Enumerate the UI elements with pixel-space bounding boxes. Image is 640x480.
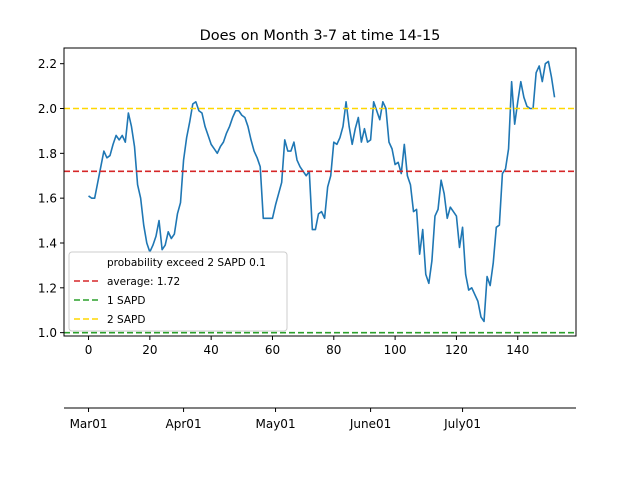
y-tick-label: 1.2 <box>38 281 57 295</box>
x-tick-label: 100 <box>384 343 407 357</box>
x-tick-label: 140 <box>506 343 529 357</box>
x-tick-label: 120 <box>445 343 468 357</box>
secondary-date-axis: Mar01 Apr01 May01 June01 July01 <box>64 407 576 431</box>
y-tick-label: 1.6 <box>38 192 57 206</box>
legend-label: average: 1.72 <box>107 276 180 288</box>
x-tick-label: 40 <box>204 343 219 357</box>
x-tick-label: 80 <box>326 343 341 357</box>
plot-frame <box>63 47 577 337</box>
date-tick-label: May01 <box>256 417 296 431</box>
chart-title: Does on Month 3-7 at time 14-15 <box>200 28 441 44</box>
date-tick-label: Mar01 <box>70 417 108 431</box>
y-tick-label: 1.4 <box>38 236 57 250</box>
legend: probability exceed 2 SAPD 0.1 average: 1.… <box>68 251 288 332</box>
legend-box <box>68 251 288 332</box>
plot-area <box>64 60 576 334</box>
legend-label: 2 SAPD <box>107 314 145 326</box>
date-tick-label: June01 <box>349 417 391 431</box>
legend-label: 1 SAPD <box>107 295 145 307</box>
date-tick-label: Apr01 <box>166 417 202 431</box>
date-tick-label: July01 <box>443 417 481 431</box>
y-tick-label: 2.0 <box>38 102 57 116</box>
y-tick-label: 1.0 <box>38 326 57 340</box>
axes: 0 20 40 60 80 100 120 140 1.0 1.2 1.4 1.6 1.8 2.0 2.2 <box>38 57 529 357</box>
y-tick-label: 1.8 <box>38 147 57 161</box>
x-tick-label: 60 <box>265 343 280 357</box>
legend-label: probability exceed 2 SAPD 0.1 <box>107 257 266 269</box>
x-tick-label: 0 <box>85 343 93 357</box>
series-line-0 <box>88 60 556 323</box>
x-tick-label: 20 <box>142 343 157 357</box>
y-tick-label: 2.2 <box>38 57 57 71</box>
